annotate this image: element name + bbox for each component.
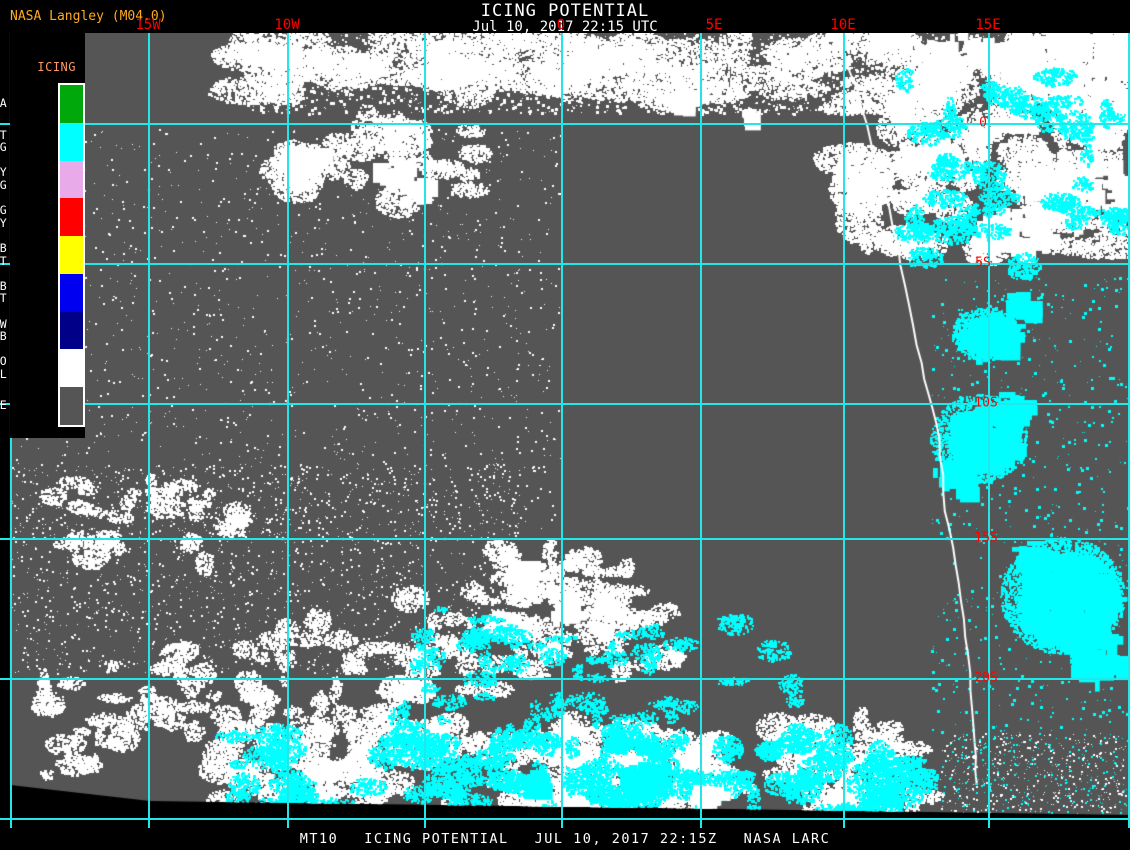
satellite-image-canvas[interactable]	[0, 33, 1130, 828]
page-subtitle: Jul 10, 2017 22:15 UTC	[472, 19, 658, 35]
status-product-code: MT10	[299, 831, 339, 847]
legend-swatch	[60, 349, 83, 388]
legend-swatch	[60, 273, 83, 312]
legend-item-label: MED PROB LIGHT	[0, 278, 7, 306]
legend-swatch	[60, 387, 83, 425]
status-product-name: ICING POTENTIAL	[364, 831, 509, 847]
legend-item-label: NO RETRVL	[0, 354, 7, 381]
parallel-gridline	[0, 403, 1130, 405]
meridian-gridline	[561, 33, 563, 828]
latitude-tick-label: 0	[979, 115, 987, 131]
legend-item-label: MOG LIKELY	[0, 203, 7, 230]
meridian-gridline	[988, 33, 990, 828]
longitude-tick-label: 15E	[975, 17, 1001, 33]
meridian-gridline	[287, 33, 289, 828]
meridian-gridline	[1128, 33, 1130, 828]
meridian-gridline	[148, 33, 150, 828]
legend-item-label: HEAVY ICING	[0, 165, 7, 192]
meridian-gridline	[700, 33, 702, 828]
legend-swatch	[60, 311, 83, 350]
icing-legend-panel: ICING NO DATA NIGHT ICING HEAVY ICING MOG L…	[0, 33, 85, 438]
meridian-gridline	[424, 33, 426, 828]
legend-item-label: HI PROB LIGHT	[0, 241, 7, 268]
legend-swatch	[60, 122, 83, 161]
legend-item-label: NO DATA	[0, 95, 7, 110]
longitude-tick-label: 0	[556, 17, 566, 33]
status-bar: MT10 ICING POTENTIAL JUL 10, 2017 22:15Z…	[0, 828, 1130, 850]
longitude-tick-label: 5E	[705, 17, 723, 33]
longitude-tick-label: 15W	[135, 17, 161, 33]
legend-item-label: LOW PROB	[0, 316, 7, 344]
longitude-tick-label: 10E	[830, 17, 856, 33]
legend-swatch	[60, 85, 83, 123]
parallel-gridline	[0, 538, 1130, 540]
satellite-map[interactable]: 0 5S 10S 15S 20S	[0, 33, 1130, 828]
latitude-tick-label: 10S	[974, 395, 998, 411]
parallel-gridline	[0, 678, 1130, 680]
status-timestamp: JUL 10, 2017 22:15Z	[534, 831, 718, 847]
legend-swatch	[60, 236, 83, 274]
parallel-gridline	[0, 263, 1130, 265]
header-bar: NASA Langley (M04.0) ICING POTENTIAL Jul…	[0, 0, 1130, 35]
latitude-tick-label: 20S	[974, 670, 998, 686]
status-source: NASA LARC	[743, 831, 831, 847]
provider-label: NASA Langley (M04.0)	[10, 9, 167, 24]
parallel-gridline	[0, 123, 1130, 125]
longitude-tick-label: 10W	[274, 17, 300, 33]
legend-title: ICING	[37, 60, 76, 74]
legend-color-bar	[58, 83, 85, 427]
meridian-gridline	[843, 33, 845, 828]
legend-swatch	[60, 160, 83, 199]
legend-item-label: NONE	[0, 398, 7, 413]
legend-item-label: NIGHT ICING	[0, 127, 7, 155]
latitude-tick-label: 5S	[975, 255, 991, 271]
legend-swatch	[60, 198, 83, 237]
parallel-gridline	[0, 818, 1130, 820]
page-title: ICING POTENTIAL	[480, 1, 650, 21]
latitude-tick-label: 15S	[974, 530, 998, 546]
